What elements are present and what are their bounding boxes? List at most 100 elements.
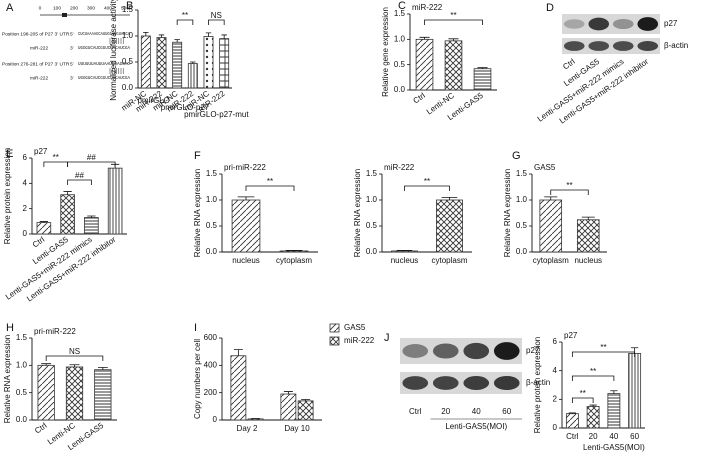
error-bar	[63, 191, 72, 195]
bar	[628, 353, 642, 429]
panel-letter: F	[194, 150, 201, 162]
x-tick-label: nucleus	[574, 256, 602, 265]
significance-label: **	[267, 177, 273, 186]
error-bar	[69, 364, 80, 367]
bar	[94, 369, 112, 421]
bar	[297, 400, 314, 421]
significance-label: **	[53, 153, 59, 162]
chart-title: p27	[34, 147, 48, 156]
error-bar	[190, 61, 196, 64]
significance-label: **	[600, 343, 606, 352]
error-bar	[396, 250, 413, 251]
y-axis-label: Normalized luciferase activity	[109, 0, 118, 101]
row-label: miR-222	[30, 45, 48, 51]
significance-label: **	[590, 367, 596, 376]
scale-label: 300	[87, 5, 95, 11]
panel-letter: B	[126, 0, 133, 12]
blot-row-label: β-actin	[664, 41, 688, 50]
blot-band	[588, 17, 610, 31]
lane-label: Ctrl	[561, 57, 577, 72]
significance-bracket	[571, 375, 615, 381]
row-label: Position 276-281 of P27 3' UTR	[2, 61, 70, 67]
y-tick-label: 2	[23, 204, 28, 213]
blot-band	[563, 19, 585, 29]
error-bar	[97, 367, 108, 370]
bar	[84, 217, 99, 235]
bar	[436, 199, 463, 253]
bar	[107, 167, 123, 235]
error-bar	[581, 216, 595, 220]
bar	[586, 406, 600, 429]
significance-label: **	[424, 177, 430, 186]
bar	[60, 194, 75, 235]
bar	[36, 222, 52, 235]
scale-label: 500	[121, 5, 129, 11]
y-tick-label: 1.5	[206, 169, 218, 178]
x-tick-label: 60	[630, 432, 639, 441]
blot-band	[563, 41, 585, 51]
y-tick-label: 0.5	[122, 57, 134, 66]
row-end: 3'	[70, 45, 74, 51]
y-tick-label: 0.5	[16, 388, 28, 397]
x-tick-label: nucleus	[391, 256, 419, 265]
blot-band	[432, 343, 459, 359]
y-tick-label: 0	[213, 415, 218, 424]
significance-bracket	[550, 189, 589, 195]
blot-band	[432, 376, 459, 390]
lane-label: Ctrl	[409, 407, 422, 416]
sequence: UGGGUCAUCGGUCUACAUCGA	[78, 75, 130, 81]
lane-label: 20	[441, 407, 450, 416]
bar	[156, 37, 167, 89]
y-tick-label: 2	[553, 394, 558, 403]
significance-label: NS	[211, 11, 222, 20]
y-tick-label: 1.0	[206, 195, 218, 204]
y-axis-label: Relative RNA expression	[353, 169, 362, 257]
y-axis-label: Relative RNA expression	[193, 169, 202, 257]
legend-label: GAS5	[344, 323, 366, 332]
y-tick-label: 1.0	[16, 360, 28, 369]
error-bar	[477, 67, 488, 69]
blot-band	[637, 41, 659, 51]
significance-bracket	[424, 19, 483, 25]
chart-title: miR-222	[384, 163, 415, 172]
significance-bracket	[245, 185, 295, 191]
error-bar	[441, 197, 458, 200]
x-axis-label: Lenti-GAS5(MOI)	[583, 443, 645, 452]
bar	[247, 418, 264, 421]
chart-title: pri-miR-222	[224, 163, 266, 172]
y-axis-label: Copy numbers per cell	[193, 339, 202, 419]
group-label: pmirGLO	[137, 96, 169, 105]
site-marker	[62, 13, 67, 17]
row-label: Position 198-205 of P27 3' UTR	[2, 31, 70, 37]
y-tick-label: 0.0	[16, 415, 28, 424]
error-bar	[237, 196, 255, 200]
bar	[230, 355, 247, 421]
significance-bracket	[176, 19, 194, 25]
scale-label: 400	[104, 5, 112, 11]
blot-band	[402, 376, 429, 390]
lane-label: 60	[502, 407, 511, 416]
panel-letter: D	[546, 2, 554, 14]
blot-band	[612, 18, 634, 30]
blot-background	[562, 38, 660, 54]
error-bar	[174, 39, 180, 43]
blot-row-label: p27	[664, 19, 678, 28]
sequence: UGGGUCAUCGGUCUACAUCGA	[78, 45, 130, 51]
y-tick-label: 0.5	[366, 221, 378, 230]
significance-bracket	[571, 397, 594, 403]
x-tick-label: 40	[609, 432, 618, 441]
bar	[565, 413, 579, 429]
y-tick-label: 1.5	[16, 333, 28, 342]
chart-title: GAS5	[534, 163, 556, 172]
y-tick-label: 1.5	[122, 5, 134, 14]
x-tick-label: Ctrl	[33, 421, 49, 436]
error-bar	[544, 196, 558, 200]
x-tick-label: Ctrl	[31, 235, 47, 250]
y-tick-label: 0.5	[394, 60, 406, 69]
group-label: pmirGLO-p27-mut	[184, 110, 249, 119]
significance-bracket	[45, 355, 104, 361]
error-bar	[87, 215, 96, 218]
blot-row-label: β-actin	[526, 378, 550, 387]
error-bar	[610, 390, 618, 394]
y-tick-label: 1.5	[366, 169, 378, 178]
